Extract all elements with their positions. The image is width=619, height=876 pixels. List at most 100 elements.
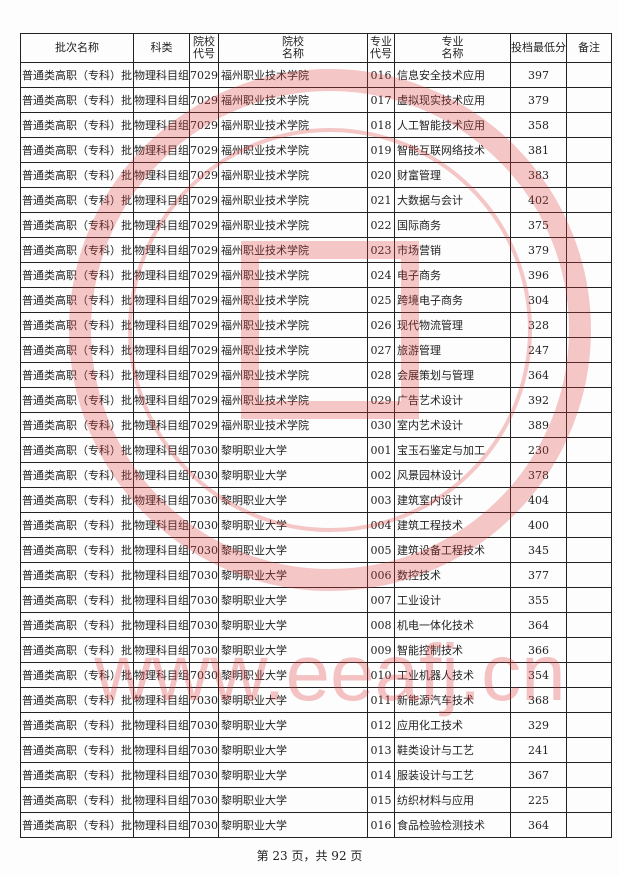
school-name-cell: 黎明职业大学 [218, 437, 368, 463]
batch-cell: 普通类高职（专科）批 [20, 787, 134, 813]
major-name-cell: 工业机器人技术 [394, 662, 511, 688]
table-row: 普通类高职（专科）批 物理科目组 7029 福州职业技术学院 026 现代物流管理 328 [20, 312, 612, 338]
remarks-cell [566, 437, 612, 463]
remarks-cell [566, 737, 612, 763]
batch-cell: 普通类高职（专科）批 [20, 437, 134, 463]
batch-cell: 普通类高职（专科）批 [20, 562, 134, 588]
remarks-cell [566, 662, 612, 688]
min-score-cell: 397 [510, 62, 567, 88]
major-name-cell: 建筑设备工程技术 [394, 537, 511, 563]
major-code-cell: 012 [367, 712, 395, 738]
batch-cell: 普通类高职（专科）批 [20, 237, 134, 263]
min-score-cell: 328 [510, 312, 567, 338]
school-name-cell: 黎明职业大学 [218, 587, 368, 613]
major-name-cell: 现代物流管理 [394, 312, 511, 338]
batch-cell: 普通类高职（专科）批 [20, 187, 134, 213]
school-code-cell: 7029 [189, 387, 219, 413]
school-name-cell: 福州职业技术学院 [218, 87, 368, 113]
batch-cell: 普通类高职（专科）批 [20, 87, 134, 113]
min-score-cell: 364 [510, 812, 567, 838]
major-code-cell: 020 [367, 162, 395, 188]
category-cell: 物理科目组 [133, 612, 190, 638]
category-cell: 物理科目组 [133, 562, 190, 588]
remarks-cell [566, 287, 612, 313]
major-code-cell: 005 [367, 537, 395, 563]
min-score-cell: 329 [510, 712, 567, 738]
school-name-cell: 黎明职业大学 [218, 662, 368, 688]
category-cell: 物理科目组 [133, 487, 190, 513]
major-code-cell: 028 [367, 362, 395, 388]
remarks-cell [566, 812, 612, 838]
table-row: 普通类高职（专科）批 物理科目组 7030 黎明职业大学 015 纺织材料与应用 225 [20, 787, 612, 813]
min-score-cell: 379 [510, 237, 567, 263]
major-name-cell: 人工智能技术应用 [394, 112, 511, 138]
school-code-cell: 7030 [189, 662, 219, 688]
category-cell: 物理科目组 [133, 162, 190, 188]
column-header: 科类 [133, 33, 190, 63]
batch-cell: 普通类高职（专科）批 [20, 537, 134, 563]
min-score-cell: 402 [510, 187, 567, 213]
category-cell: 物理科目组 [133, 362, 190, 388]
school-code-cell: 7030 [189, 812, 219, 838]
table-row: 普通类高职（专科）批 物理科目组 7030 黎明职业大学 012 应用化工技术 329 [20, 712, 612, 738]
table-row: 普通类高职（专科）批 物理科目组 7030 黎明职业大学 013 鞋类设计与工艺 241 [20, 737, 612, 763]
batch-cell: 普通类高职（专科）批 [20, 662, 134, 688]
table-row: 普通类高职（专科）批 物理科目组 7029 福州职业技术学院 018 人工智能技术应用 35… [20, 112, 612, 138]
category-cell: 物理科目组 [133, 387, 190, 413]
major-name-cell: 机电一体化技术 [394, 612, 511, 638]
major-code-cell: 019 [367, 137, 395, 163]
major-code-cell: 023 [367, 237, 395, 263]
batch-cell: 普通类高职（专科）批 [20, 612, 134, 638]
category-cell: 物理科目组 [133, 337, 190, 363]
major-code-cell: 007 [367, 587, 395, 613]
table-row: 普通类高职（专科）批 物理科目组 7030 黎明职业大学 006 数控技术 377 [20, 562, 612, 588]
table-row: 普通类高职（专科）批 物理科目组 7029 福州职业技术学院 019 智能互联网络技术 38… [20, 137, 612, 163]
min-score-cell: 364 [510, 362, 567, 388]
batch-cell: 普通类高职（专科）批 [20, 412, 134, 438]
category-cell: 物理科目组 [133, 712, 190, 738]
min-score-cell: 375 [510, 212, 567, 238]
min-score-cell: 368 [510, 687, 567, 713]
table-row: 普通类高职（专科）批 物理科目组 7030 黎明职业大学 004 建筑工程技术 400 [20, 512, 612, 538]
school-code-cell: 7029 [189, 237, 219, 263]
category-cell: 物理科目组 [133, 737, 190, 763]
school-name-cell: 福州职业技术学院 [218, 262, 368, 288]
remarks-cell [566, 462, 612, 488]
school-code-cell: 7030 [189, 587, 219, 613]
table-row: 普通类高职（专科）批 物理科目组 7030 黎明职业大学 002 风景园林设计 378 [20, 462, 612, 488]
major-name-cell: 国际商务 [394, 212, 511, 238]
table-row: 普通类高职（专科）批 物理科目组 7030 黎明职业大学 011 新能源汽车技术 368 [20, 687, 612, 713]
remarks-cell [566, 537, 612, 563]
table-header: 批次名称 科类 院校 代号 院校 名称 专业 代号 专业 名称 投档最低分 备注 [20, 33, 612, 63]
min-score-cell: 354 [510, 662, 567, 688]
min-score-cell: 381 [510, 137, 567, 163]
category-cell: 物理科目组 [133, 262, 190, 288]
school-code-cell: 7029 [189, 62, 219, 88]
major-name-cell: 信息安全技术应用 [394, 62, 511, 88]
school-name-cell: 福州职业技术学院 [218, 312, 368, 338]
school-name-cell: 福州职业技术学院 [218, 62, 368, 88]
table-row: 普通类高职（专科）批 物理科目组 7029 福州职业技术学院 030 室内艺术设计 389 [20, 412, 612, 438]
table-row: 普通类高职（专科）批 物理科目组 7029 福州职业技术学院 022 国际商务 375 [20, 212, 612, 238]
table-row: 普通类高职（专科）批 物理科目组 7030 黎明职业大学 016 食品检验检测技术 364 [20, 812, 612, 838]
table-row: 普通类高职（专科）批 物理科目组 7030 黎明职业大学 003 建筑室内设计 404 [20, 487, 612, 513]
min-score-cell: 400 [510, 512, 567, 538]
school-code-cell: 7030 [189, 687, 219, 713]
school-code-cell: 7029 [189, 362, 219, 388]
school-name-cell: 福州职业技术学院 [218, 287, 368, 313]
school-name-cell: 黎明职业大学 [218, 712, 368, 738]
column-header: 备注 [566, 33, 612, 63]
major-name-cell: 市场营销 [394, 237, 511, 263]
table-row: 普通类高职（专科）批 物理科目组 7030 黎明职业大学 009 智能控制技术 366 [20, 637, 612, 663]
school-code-cell: 7029 [189, 412, 219, 438]
batch-cell: 普通类高职（专科）批 [20, 762, 134, 788]
min-score-cell: 304 [510, 287, 567, 313]
major-code-cell: 006 [367, 562, 395, 588]
remarks-cell [566, 262, 612, 288]
table-row: 普通类高职（专科）批 物理科目组 7029 福州职业技术学院 016 信息安全技术应用 39… [20, 62, 612, 88]
major-name-cell: 应用化工技术 [394, 712, 511, 738]
batch-cell: 普通类高职（专科）批 [20, 737, 134, 763]
category-cell: 物理科目组 [133, 537, 190, 563]
remarks-cell [566, 162, 612, 188]
